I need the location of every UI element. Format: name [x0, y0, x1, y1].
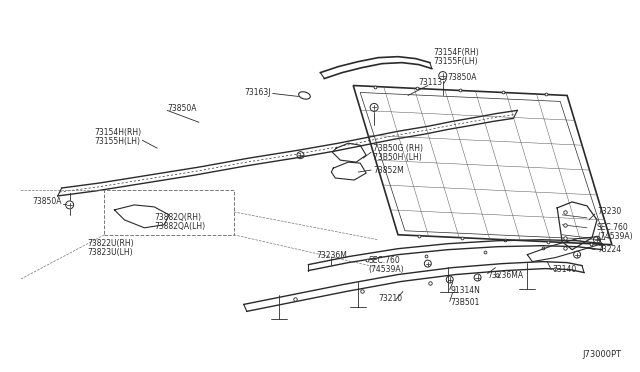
Text: 73155F(LH): 73155F(LH): [434, 57, 479, 66]
Text: 91314N: 91314N: [451, 286, 481, 295]
Text: 73850A: 73850A: [448, 73, 477, 82]
Text: J73000PT: J73000PT: [583, 350, 622, 359]
Text: 73210: 73210: [378, 294, 402, 303]
Text: 73163J: 73163J: [244, 88, 271, 97]
Text: 73823U(LH): 73823U(LH): [88, 248, 133, 257]
Text: 73230: 73230: [597, 207, 621, 217]
Text: 73882Q(RH): 73882Q(RH): [154, 213, 201, 222]
Text: 73882QA(LH): 73882QA(LH): [154, 222, 205, 231]
Text: 73154H(RH): 73154H(RH): [95, 128, 141, 137]
Text: 73224: 73224: [597, 245, 621, 254]
Text: 73140: 73140: [552, 265, 577, 274]
Text: 73822U(RH): 73822U(RH): [88, 239, 134, 248]
Text: 73850A: 73850A: [32, 198, 61, 206]
Text: 73852M: 73852M: [373, 166, 404, 174]
Text: (74539A): (74539A): [368, 265, 404, 274]
Text: SEC.760: SEC.760: [368, 256, 400, 265]
Text: 73850A: 73850A: [167, 104, 196, 113]
Text: 73155H(LH): 73155H(LH): [95, 137, 141, 146]
Text: 73154F(RH): 73154F(RH): [434, 48, 479, 57]
Bar: [104, 190, 234, 235]
Text: 73236MA: 73236MA: [488, 271, 524, 280]
Text: 73113: 73113: [418, 78, 442, 87]
Text: 73B50H (LH): 73B50H (LH): [373, 153, 422, 162]
Text: (74539A): (74539A): [597, 232, 632, 241]
Text: 73B501: 73B501: [451, 298, 480, 307]
Text: 73B50G (RH): 73B50G (RH): [373, 144, 423, 153]
Text: 73236M: 73236M: [316, 251, 348, 260]
Text: SEC.760: SEC.760: [597, 223, 628, 232]
